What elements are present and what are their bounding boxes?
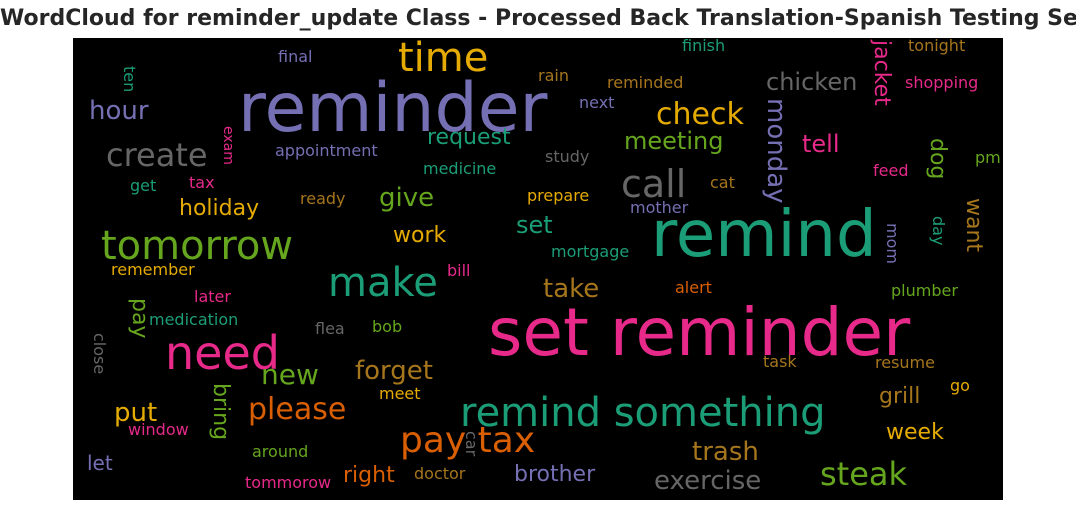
word: want	[961, 198, 986, 253]
word: plumber	[891, 281, 958, 300]
word: holiday	[179, 196, 260, 221]
word: take	[543, 274, 600, 304]
word: brother	[514, 462, 596, 487]
word: feed	[873, 161, 909, 180]
word: shopping	[905, 73, 979, 92]
word: rain	[538, 66, 569, 85]
word: go	[950, 376, 970, 395]
word: car	[462, 431, 481, 457]
word: flea	[315, 319, 345, 338]
word: mother	[630, 198, 689, 217]
word: remember	[111, 260, 195, 279]
word: trash	[692, 437, 759, 467]
word: hour	[89, 96, 149, 126]
word: bob	[372, 317, 403, 336]
word: remind	[651, 198, 877, 272]
word-cloud: reminder set reminder remind tomorrow ne…	[73, 38, 1003, 500]
word: right	[343, 463, 395, 488]
word: pm	[975, 148, 1001, 167]
word: mortgage	[551, 242, 630, 261]
word: make	[328, 260, 438, 306]
word: call	[621, 162, 687, 206]
word: ready	[300, 189, 346, 208]
word: exercise	[654, 466, 762, 496]
word: cat	[710, 173, 735, 192]
word: give	[379, 183, 435, 213]
word: close	[90, 333, 109, 375]
word: mom	[883, 223, 902, 264]
word: week	[886, 420, 944, 445]
word: meet	[379, 384, 421, 403]
word: tommorow	[245, 473, 332, 492]
word: set reminder	[488, 294, 911, 371]
word: day	[929, 216, 948, 246]
word: get	[130, 176, 157, 195]
word: exam	[220, 126, 236, 165]
word: tell	[802, 130, 840, 158]
word: please	[248, 392, 347, 427]
word: bill	[447, 261, 471, 280]
word: new	[261, 358, 319, 391]
word: around	[252, 442, 309, 461]
word: tonight	[908, 38, 966, 55]
word: time	[398, 38, 489, 81]
word: pay tax	[400, 420, 536, 461]
word: resume	[875, 353, 935, 372]
word: request	[427, 125, 511, 150]
word: window	[128, 420, 189, 439]
word: next	[579, 93, 615, 112]
word: tomorrow	[101, 223, 294, 269]
word: reminded	[607, 73, 684, 92]
word: jacket	[869, 40, 894, 106]
word: need	[165, 326, 280, 380]
word: put	[114, 398, 158, 428]
word: tax	[189, 173, 215, 192]
word: prepare	[527, 186, 590, 205]
word: study	[545, 147, 590, 166]
word: grill	[879, 384, 921, 409]
word: final	[278, 47, 313, 66]
chart-title: WordCloud for reminder_update Class - Pr…	[0, 6, 1076, 31]
word: task	[763, 352, 797, 371]
word: doctor	[414, 464, 466, 483]
word: appointment	[275, 141, 378, 160]
word: forget	[355, 356, 433, 386]
word: work	[393, 223, 447, 248]
word: meeting	[624, 127, 724, 155]
word: finish	[682, 38, 726, 55]
word: chicken	[766, 68, 858, 96]
word: reminder	[238, 69, 548, 148]
word: remind something	[460, 390, 826, 436]
word: create	[106, 136, 208, 174]
word: dog	[925, 138, 950, 180]
word: pay	[127, 298, 152, 339]
word: medication	[149, 310, 239, 329]
word: let	[87, 451, 113, 475]
word: later	[194, 287, 231, 306]
word: alert	[675, 278, 712, 297]
word: bring	[208, 383, 233, 441]
word: medicine	[423, 159, 497, 178]
word: check	[656, 97, 744, 132]
word: set	[516, 211, 553, 239]
word: steak	[820, 455, 908, 493]
word: ten	[120, 66, 139, 93]
word: monday	[761, 98, 791, 204]
